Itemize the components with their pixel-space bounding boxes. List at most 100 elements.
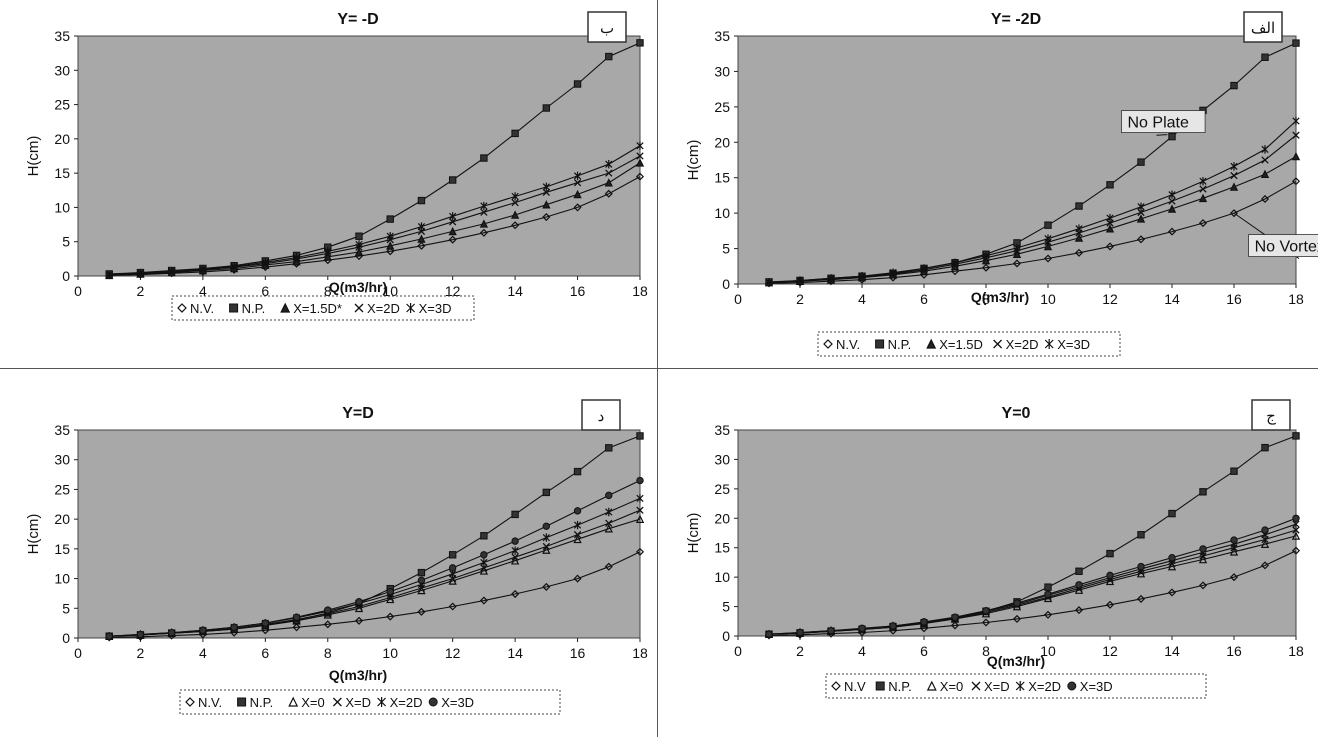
data-point xyxy=(1199,488,1207,496)
legend-entry: N.V. xyxy=(190,301,214,316)
legend-marker xyxy=(406,303,416,313)
data-point xyxy=(1198,581,1208,590)
y-tick-label: 10 xyxy=(54,199,70,215)
data-point xyxy=(417,576,426,585)
data-point xyxy=(1136,214,1146,223)
x-tick-label: 12 xyxy=(445,283,461,299)
y-tick-label: 20 xyxy=(714,510,730,526)
chart-title: Y=0 xyxy=(1002,405,1031,422)
data-point xyxy=(448,176,457,184)
y-tick-label: 0 xyxy=(62,630,70,646)
legend-entry: N.P. xyxy=(888,337,912,352)
data-point xyxy=(105,270,113,279)
data-point xyxy=(542,545,551,554)
y-tick-label: 10 xyxy=(54,571,70,587)
data-point xyxy=(1199,185,1207,193)
data-point xyxy=(982,251,990,260)
data-point xyxy=(542,488,551,497)
data-point xyxy=(1292,131,1300,139)
data-point xyxy=(542,542,550,551)
data-point xyxy=(635,172,645,181)
x-axis-label: Q(m3/hr) xyxy=(971,289,1029,305)
data-point xyxy=(1012,259,1022,268)
panel-badge-label: الف xyxy=(1251,20,1275,37)
y-tick-label: 30 xyxy=(54,62,70,78)
x-tick-label: 0 xyxy=(74,645,82,661)
chart-panel-2: 0 5 10 15 20 25 30 35 0 2 4 6 8 10 12 14 16 18 Y=D د H(cm) Q(… xyxy=(25,399,648,715)
panel-badge xyxy=(1243,11,1283,43)
legend-marker xyxy=(280,302,291,313)
data-point xyxy=(951,613,959,621)
data-point xyxy=(199,264,207,274)
data-point xyxy=(1168,554,1176,562)
legend-entry: X=D xyxy=(984,679,1010,694)
data-point xyxy=(950,621,960,630)
data-point xyxy=(636,506,644,514)
data-point xyxy=(386,232,394,241)
data-point xyxy=(827,627,835,635)
data-point xyxy=(1167,562,1177,571)
x-tick-label: 6 xyxy=(920,291,928,307)
data-point xyxy=(573,534,582,544)
data-point xyxy=(386,241,395,250)
x-axis-label: Q(m3/hr) xyxy=(987,653,1045,669)
data-point xyxy=(605,169,613,177)
y-tick-label: 20 xyxy=(54,131,70,147)
data-point xyxy=(542,104,551,112)
data-point xyxy=(636,476,644,485)
data-point xyxy=(261,258,269,267)
panel-badge-label: ج xyxy=(1266,408,1276,425)
series-line-X=2D xyxy=(109,155,641,276)
x-tick-label: 10 xyxy=(382,283,398,299)
x-tick-label: 14 xyxy=(1164,291,1180,307)
data-point xyxy=(1044,583,1052,591)
x-tick-label: 2 xyxy=(137,645,145,661)
legend-entry: X=3D xyxy=(419,301,452,316)
x-tick-label: 14 xyxy=(507,283,523,299)
annotation-label: No Plate xyxy=(1128,115,1189,132)
x-tick-label: 4 xyxy=(199,283,207,299)
x-tick-label: 0 xyxy=(74,283,82,299)
series-line-N.V. xyxy=(109,551,641,638)
data-point xyxy=(1198,554,1208,564)
legend-entry: X=0 xyxy=(940,679,964,694)
panel-badge xyxy=(581,399,621,431)
x-tick-label: 0 xyxy=(734,643,742,659)
x-tick-label: 6 xyxy=(920,643,928,659)
legend-entry: X=D xyxy=(345,695,371,710)
data-point xyxy=(542,182,550,192)
data-point xyxy=(1043,241,1053,251)
data-point xyxy=(511,221,520,230)
data-point xyxy=(1044,590,1052,598)
legend-marker xyxy=(971,681,981,691)
data-point xyxy=(136,269,145,278)
data-point xyxy=(511,537,519,545)
data-point xyxy=(323,252,332,261)
data-point xyxy=(261,619,270,627)
legend-marker xyxy=(875,339,885,349)
legend-marker xyxy=(377,697,387,707)
legend-box xyxy=(817,331,1121,357)
data-point xyxy=(636,152,644,160)
x-tick-label: 12 xyxy=(1102,291,1118,307)
data-point xyxy=(1137,158,1145,166)
x-tick-label: 12 xyxy=(445,645,461,661)
data-point xyxy=(920,618,928,626)
data-point xyxy=(1167,204,1177,213)
legend-entry: N.P. xyxy=(888,679,912,694)
data-point xyxy=(604,524,613,533)
y-tick-label: 0 xyxy=(722,628,730,644)
data-point xyxy=(511,510,519,519)
series-line-X=3D xyxy=(768,120,1297,284)
legend-entry: X=2D xyxy=(1028,679,1061,694)
data-point xyxy=(479,228,488,237)
data-point xyxy=(1105,242,1115,251)
data-point xyxy=(448,551,457,559)
series-line-X=1.5D* xyxy=(109,162,641,276)
data-point xyxy=(511,546,519,555)
legend-marker xyxy=(875,681,885,691)
panel-badge xyxy=(1251,399,1291,431)
data-point xyxy=(920,264,928,273)
y-tick-label: 35 xyxy=(54,422,70,438)
